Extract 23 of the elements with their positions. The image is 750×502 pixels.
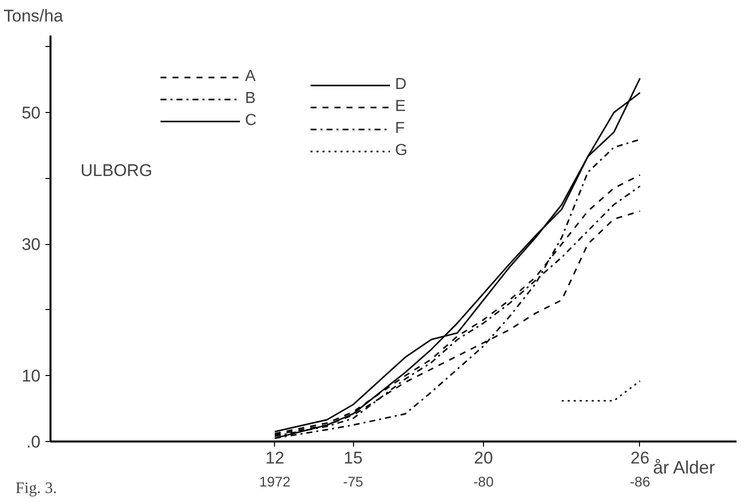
y-tick-label: 10 bbox=[22, 366, 41, 386]
x-axis-title: år Alder bbox=[652, 458, 716, 478]
text: -80 bbox=[473, 474, 494, 490]
legend-label: C bbox=[245, 112, 258, 130]
text: 1972 bbox=[259, 474, 291, 490]
x-tick-label: 15 bbox=[344, 448, 363, 468]
text: -75 bbox=[342, 474, 364, 490]
x-tick-label: 12 bbox=[265, 448, 284, 468]
y-tick-label: .0 bbox=[26, 432, 41, 452]
legend-label: F bbox=[395, 120, 406, 138]
x-tick-label: 26 bbox=[630, 448, 650, 468]
x-tick-label: 20 bbox=[474, 448, 493, 468]
y-tick-label: 30 bbox=[22, 235, 41, 254]
legend-label: D bbox=[395, 76, 408, 94]
text: -86 bbox=[630, 474, 650, 490]
y-tick-label: 50 bbox=[22, 103, 41, 122]
legend-label: E bbox=[395, 98, 407, 116]
legend-label: G bbox=[395, 142, 408, 160]
y-axis-title: Tons/ha bbox=[4, 6, 64, 26]
caption: Fig. 3. bbox=[16, 480, 57, 497]
annotation: ULBORG bbox=[80, 161, 152, 180]
legend-label: A bbox=[245, 68, 257, 86]
legend-label: B bbox=[245, 90, 257, 108]
